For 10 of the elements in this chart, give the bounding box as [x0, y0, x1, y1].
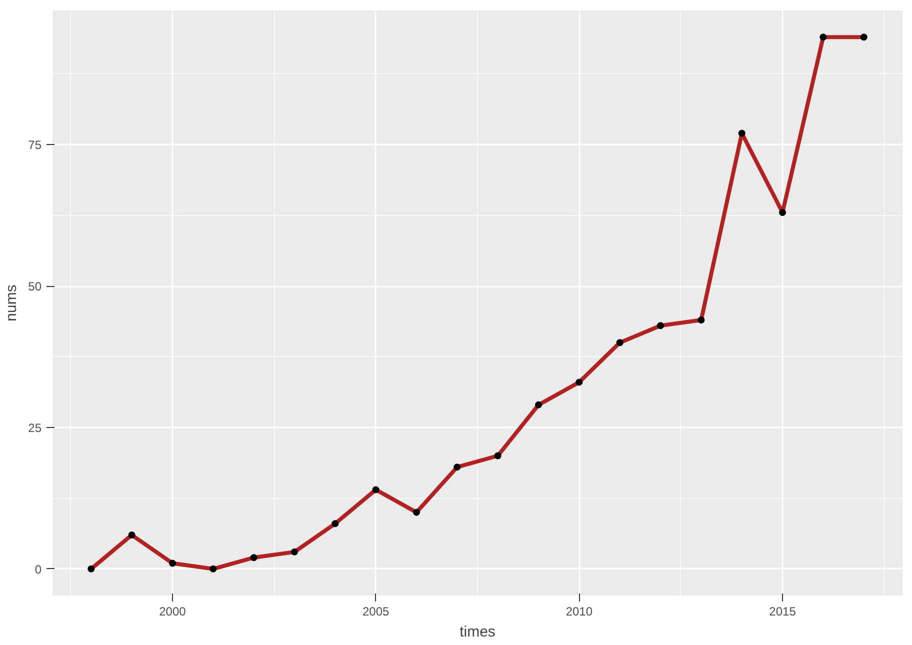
y-tick-label: 75	[28, 138, 42, 152]
x-tick-label: 2005	[362, 604, 390, 618]
y-tick-label: 50	[28, 280, 42, 294]
x-axis-title: times	[460, 624, 496, 640]
x-tick-label: 2010	[566, 604, 593, 618]
y-tick-label: 25	[28, 420, 42, 435]
y-tick-label: 0	[34, 562, 42, 576]
x-tick-label: 2000	[159, 604, 186, 618]
y-axis-title: nums	[3, 284, 20, 322]
x-tick-label: 2015	[769, 604, 796, 618]
